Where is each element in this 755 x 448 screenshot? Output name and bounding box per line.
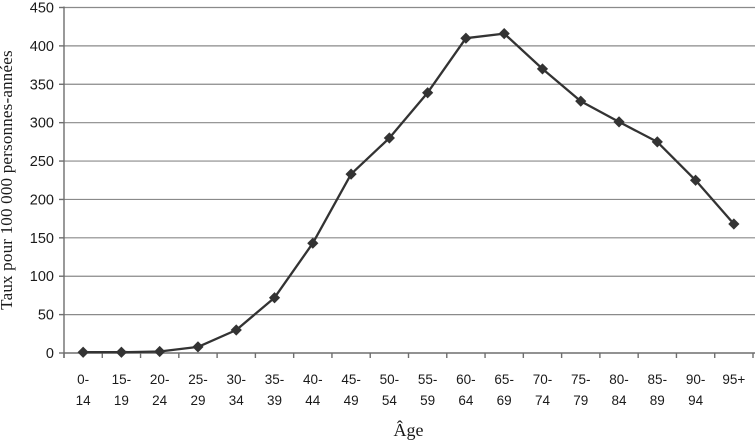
x-tick-label-line2: 39 [267, 393, 282, 408]
x-tick-label-line2: 49 [344, 393, 359, 408]
diamond-marker [154, 345, 166, 358]
x-axis-title: Âge [393, 420, 424, 440]
x-tick-label-line1: 70- [533, 372, 553, 387]
diamond-marker [383, 132, 395, 144]
x-tick-label-line1: 40- [303, 372, 323, 387]
x-tick-label-line2: 74 [535, 393, 551, 408]
x-tick-label-line2: 69 [497, 393, 512, 408]
x-tick-label-line1: 95+ [722, 372, 745, 387]
x-tick-label-line2: 89 [650, 393, 665, 408]
y-tick-label: 450 [30, 1, 54, 17]
y-tick-label: 200 [30, 192, 54, 208]
x-tick-label-line2: 44 [305, 393, 321, 408]
series-group [77, 28, 740, 358]
y-tick-label: 250 [30, 154, 54, 170]
diamond-marker [498, 28, 510, 40]
y-tick-label: 300 [30, 116, 54, 132]
diamond-marker [460, 32, 472, 44]
x-tick-label-line1: 50- [380, 372, 400, 387]
x-tick-label-line2: 54 [382, 393, 398, 408]
tick-labels-group: 0 50 100 150 200 250 300 350 400 450 0- 14 15- 19 20- 2… [30, 1, 746, 409]
gridlines-group [64, 6, 755, 316]
x-tick-label-line2: 94 [688, 393, 704, 408]
x-tick-label-line1: 0- [77, 372, 89, 387]
x-tick-label-line2: 79 [573, 393, 588, 408]
x-tick-label-line2: 59 [420, 393, 435, 408]
diamond-marker [651, 136, 663, 148]
diamond-marker [575, 95, 587, 107]
diamond-marker [192, 341, 204, 353]
x-tick-label-line1: 20- [150, 372, 170, 387]
diamond-marker [536, 63, 549, 75]
y-tick-label: 0 [46, 346, 54, 362]
axes-group [63, 6, 755, 358]
x-tick-label-line1: 90- [686, 372, 706, 387]
x-tick-label-line2: 64 [458, 393, 474, 408]
x-tick-label-line1: 15- [112, 372, 132, 387]
x-tick-label-line1: 35- [265, 372, 285, 387]
x-tick-label-line1: 60- [456, 372, 476, 387]
x-tick-label-line2: 34 [229, 393, 245, 408]
x-tick-label-line1: 30- [226, 372, 246, 387]
y-tick-label: 350 [30, 77, 54, 93]
x-tick-label-line1: 85- [648, 372, 668, 387]
y-tick-label: 150 [30, 231, 54, 247]
diamond-marker [728, 218, 740, 230]
y-axis-title: Taux pour 100 000 personnes-années [0, 50, 16, 310]
diamond-marker [689, 174, 702, 186]
x-tick-label-line2: 14 [76, 393, 92, 408]
y-tick-label: 100 [30, 269, 54, 285]
y-tick-label: 400 [30, 39, 54, 55]
diamond-marker [345, 168, 357, 180]
y-tick-label: 50 [38, 308, 54, 324]
rate-line-series [83, 32, 735, 354]
x-tick-label-line2: 24 [152, 393, 168, 408]
x-tick-label-line2: 84 [612, 393, 628, 408]
x-tick-label-line1: 80- [609, 372, 629, 387]
diamond-marker [115, 346, 128, 358]
x-tick-label-line1: 75- [571, 372, 591, 387]
x-tick-label-line1: 45- [341, 372, 361, 387]
diamond-marker [422, 87, 434, 99]
diamond-marker [230, 324, 242, 336]
x-tick-label-line2: 29 [190, 393, 205, 408]
diamond-marker [268, 292, 281, 304]
diamond-marker [613, 116, 625, 128]
diamond-marker [307, 237, 319, 249]
x-tick-label-line1: 55- [418, 372, 438, 387]
x-tick-label-line1: 65- [494, 372, 514, 387]
diamond-marker [77, 346, 89, 358]
tick-marks-group [59, 6, 754, 358]
x-tick-label-line2: 19 [114, 393, 129, 408]
x-tick-label-line1: 25- [188, 372, 208, 387]
